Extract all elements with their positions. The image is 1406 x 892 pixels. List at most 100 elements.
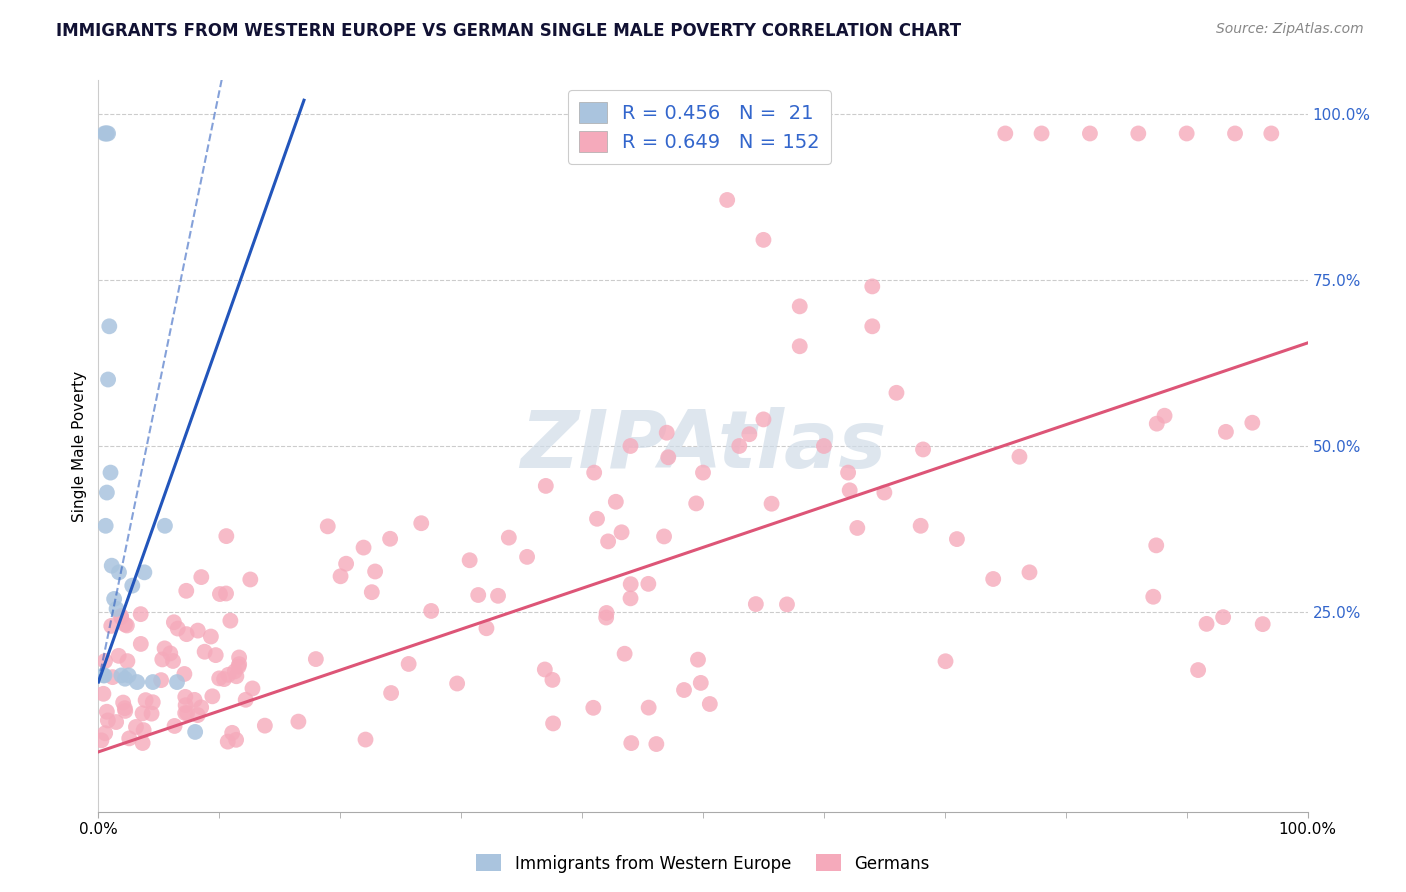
- Point: [598, 534, 620, 549]
- Point: [1031, 127, 1053, 141]
- Point: [467, 588, 489, 602]
- Point: [125, 720, 148, 734]
- Point: [981, 572, 1004, 586]
- Point: [208, 672, 231, 686]
- Y-axis label: Single Male Poverty: Single Male Poverty: [72, 370, 87, 522]
- Point: [187, 708, 209, 723]
- Point: [204, 648, 226, 662]
- Point: [235, 693, 257, 707]
- Point: [117, 654, 139, 668]
- Point: [637, 577, 659, 591]
- Point: [114, 617, 136, 632]
- Point: [761, 497, 783, 511]
- Point: [582, 700, 605, 714]
- Point: [190, 700, 212, 714]
- Point: [789, 299, 811, 313]
- Point: [411, 516, 433, 531]
- Point: [110, 668, 132, 682]
- Point: [541, 716, 564, 731]
- Point: [121, 579, 143, 593]
- Point: [910, 518, 932, 533]
- Point: [837, 466, 859, 480]
- Point: [657, 450, 679, 465]
- Point: [93, 668, 115, 682]
- Point: [1260, 127, 1282, 141]
- Point: [776, 598, 799, 612]
- Point: [108, 566, 131, 580]
- Point: [360, 585, 382, 599]
- Point: [1146, 417, 1168, 431]
- Point: [91, 668, 114, 682]
- Point: [217, 734, 239, 748]
- Point: [1078, 127, 1101, 141]
- Text: IMMIGRANTS FROM WESTERN EUROPE VS GERMAN SINGLE MALE POVERTY CORRELATION CHART: IMMIGRANTS FROM WESTERN EUROPE VS GERMAN…: [56, 22, 962, 40]
- Point: [728, 439, 751, 453]
- Point: [184, 725, 207, 739]
- Point: [619, 591, 641, 606]
- Point: [1187, 663, 1209, 677]
- Point: [620, 736, 643, 750]
- Point: [217, 667, 239, 681]
- Point: [934, 654, 956, 668]
- Text: ZIPAtlas: ZIPAtlas: [520, 407, 886, 485]
- Point: [114, 701, 136, 715]
- Point: [613, 647, 636, 661]
- Point: [224, 665, 246, 679]
- Point: [364, 565, 387, 579]
- Point: [534, 479, 557, 493]
- Point: [94, 518, 117, 533]
- Point: [652, 529, 675, 543]
- Point: [174, 583, 197, 598]
- Point: [96, 127, 118, 141]
- Point: [93, 687, 115, 701]
- Point: [142, 695, 165, 709]
- Point: [162, 654, 184, 668]
- Point: [174, 698, 197, 713]
- Point: [516, 549, 538, 564]
- Point: [114, 672, 136, 686]
- Point: [420, 604, 443, 618]
- Point: [176, 627, 198, 641]
- Point: [354, 732, 377, 747]
- Point: [200, 630, 222, 644]
- Point: [620, 577, 643, 591]
- Point: [860, 279, 883, 293]
- Point: [105, 714, 128, 729]
- Point: [112, 696, 135, 710]
- Point: [105, 602, 128, 616]
- Point: [98, 319, 121, 334]
- Point: [94, 654, 117, 668]
- Point: [173, 667, 195, 681]
- Point: [398, 657, 420, 671]
- Point: [97, 372, 120, 386]
- Point: [96, 705, 118, 719]
- Point: [446, 676, 468, 690]
- Point: [586, 512, 609, 526]
- Point: [163, 615, 186, 630]
- Point: [838, 483, 860, 498]
- Point: [228, 650, 250, 665]
- Point: [100, 558, 122, 573]
- Point: [228, 657, 250, 672]
- Point: [886, 385, 908, 400]
- Point: [692, 466, 714, 480]
- Point: [159, 646, 181, 660]
- Point: [475, 621, 498, 635]
- Point: [595, 606, 617, 620]
- Point: [287, 714, 309, 729]
- Point: [132, 723, 155, 738]
- Point: [110, 609, 132, 624]
- Point: [1128, 127, 1150, 141]
- Point: [176, 706, 198, 720]
- Point: [789, 339, 811, 353]
- Point: [208, 587, 231, 601]
- Point: [253, 719, 276, 733]
- Point: [1142, 590, 1164, 604]
- Point: [96, 485, 118, 500]
- Point: [187, 624, 209, 638]
- Point: [1018, 566, 1040, 580]
- Point: [201, 690, 224, 704]
- Point: [194, 645, 217, 659]
- Point: [1144, 538, 1167, 552]
- Point: [1212, 610, 1234, 624]
